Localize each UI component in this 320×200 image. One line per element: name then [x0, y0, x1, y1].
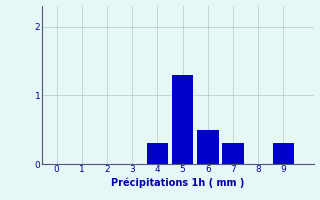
Bar [197, 130, 219, 164]
Bar [273, 143, 294, 164]
Bar [222, 143, 244, 164]
X-axis label: Précipitations 1h ( mm ): Précipitations 1h ( mm ) [111, 177, 244, 188]
Bar [172, 75, 193, 164]
Bar [147, 143, 168, 164]
